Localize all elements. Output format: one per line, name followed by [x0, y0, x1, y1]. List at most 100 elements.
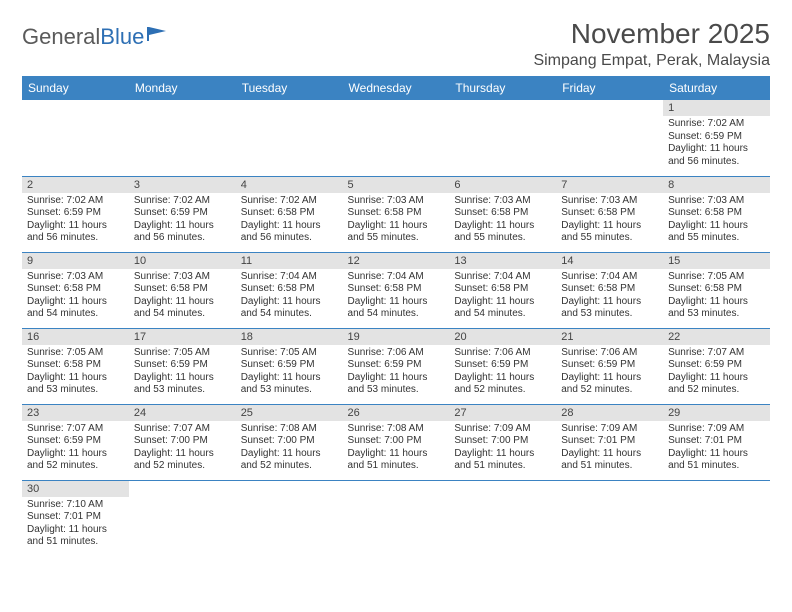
daylight-line: Daylight: 11 hours and 52 minutes. — [668, 372, 765, 397]
sunrise-line: Sunrise: 7:10 AM — [27, 499, 124, 512]
daylight-line: Daylight: 11 hours and 51 minutes. — [454, 448, 551, 473]
calendar-empty — [22, 100, 129, 176]
sunrise-line: Sunrise: 7:05 AM — [241, 347, 338, 360]
day-details: Sunrise: 7:07 AMSunset: 6:59 PMDaylight:… — [663, 345, 770, 401]
sunset-line: Sunset: 7:01 PM — [561, 435, 658, 448]
calendar-empty — [663, 480, 770, 556]
daylight-line: Daylight: 11 hours and 52 minutes. — [27, 448, 124, 473]
sunset-line: Sunset: 6:58 PM — [561, 283, 658, 296]
calendar-day: 12Sunrise: 7:04 AMSunset: 6:58 PMDayligh… — [343, 252, 450, 328]
sunset-line: Sunset: 7:01 PM — [27, 511, 124, 524]
sunset-line: Sunset: 6:58 PM — [348, 207, 445, 220]
sunrise-line: Sunrise: 7:08 AM — [348, 423, 445, 436]
daylight-line: Daylight: 11 hours and 52 minutes. — [134, 448, 231, 473]
calendar-day: 22Sunrise: 7:07 AMSunset: 6:59 PMDayligh… — [663, 328, 770, 404]
day-details: Sunrise: 7:05 AMSunset: 6:59 PMDaylight:… — [129, 345, 236, 401]
calendar-day: 27Sunrise: 7:09 AMSunset: 7:00 PMDayligh… — [449, 404, 556, 480]
day-details: Sunrise: 7:05 AMSunset: 6:58 PMDaylight:… — [663, 269, 770, 325]
day-details: Sunrise: 7:04 AMSunset: 6:58 PMDaylight:… — [343, 269, 450, 325]
sunrise-line: Sunrise: 7:03 AM — [134, 271, 231, 284]
calendar-empty — [449, 100, 556, 176]
day-number: 11 — [236, 253, 343, 269]
sunset-line: Sunset: 6:59 PM — [27, 207, 124, 220]
day-number: 13 — [449, 253, 556, 269]
sunset-line: Sunset: 6:59 PM — [27, 435, 124, 448]
day-number: 7 — [556, 177, 663, 193]
day-details: Sunrise: 7:10 AMSunset: 7:01 PMDaylight:… — [22, 497, 129, 553]
sunrise-line: Sunrise: 7:04 AM — [561, 271, 658, 284]
sunset-line: Sunset: 6:59 PM — [668, 359, 765, 372]
calendar-page: GeneralBlue November 2025 Simpang Empat,… — [0, 0, 792, 556]
brand-logo: GeneralBlue — [22, 24, 170, 50]
sunrise-line: Sunrise: 7:07 AM — [668, 347, 765, 360]
day-details: Sunrise: 7:09 AMSunset: 7:00 PMDaylight:… — [449, 421, 556, 477]
sunrise-line: Sunrise: 7:06 AM — [454, 347, 551, 360]
sunrise-line: Sunrise: 7:07 AM — [27, 423, 124, 436]
day-number: 16 — [22, 329, 129, 345]
sunset-line: Sunset: 7:00 PM — [134, 435, 231, 448]
daylight-line: Daylight: 11 hours and 53 minutes. — [134, 372, 231, 397]
title-block: November 2025 Simpang Empat, Perak, Mala… — [533, 18, 770, 70]
calendar-day: 14Sunrise: 7:04 AMSunset: 6:58 PMDayligh… — [556, 252, 663, 328]
calendar-day: 4Sunrise: 7:02 AMSunset: 6:58 PMDaylight… — [236, 176, 343, 252]
calendar-week: 23Sunrise: 7:07 AMSunset: 6:59 PMDayligh… — [22, 404, 770, 480]
day-details: Sunrise: 7:03 AMSunset: 6:58 PMDaylight:… — [556, 193, 663, 249]
day-number: 4 — [236, 177, 343, 193]
day-number: 8 — [663, 177, 770, 193]
daylight-line: Daylight: 11 hours and 54 minutes. — [348, 296, 445, 321]
weekday-header: Thursday — [449, 76, 556, 100]
calendar-day: 3Sunrise: 7:02 AMSunset: 6:59 PMDaylight… — [129, 176, 236, 252]
brand-part1: General — [22, 24, 100, 50]
sunrise-line: Sunrise: 7:04 AM — [241, 271, 338, 284]
daylight-line: Daylight: 11 hours and 56 minutes. — [668, 143, 765, 168]
header: GeneralBlue November 2025 Simpang Empat,… — [22, 18, 770, 70]
sunset-line: Sunset: 6:58 PM — [241, 207, 338, 220]
sunrise-line: Sunrise: 7:09 AM — [454, 423, 551, 436]
daylight-line: Daylight: 11 hours and 54 minutes. — [454, 296, 551, 321]
day-details: Sunrise: 7:06 AMSunset: 6:59 PMDaylight:… — [343, 345, 450, 401]
day-number: 29 — [663, 405, 770, 421]
day-number: 2 — [22, 177, 129, 193]
calendar-day: 16Sunrise: 7:05 AMSunset: 6:58 PMDayligh… — [22, 328, 129, 404]
calendar-day: 17Sunrise: 7:05 AMSunset: 6:59 PMDayligh… — [129, 328, 236, 404]
sunset-line: Sunset: 6:58 PM — [454, 207, 551, 220]
calendar-day: 8Sunrise: 7:03 AMSunset: 6:58 PMDaylight… — [663, 176, 770, 252]
day-details: Sunrise: 7:02 AMSunset: 6:59 PMDaylight:… — [22, 193, 129, 249]
location-label: Simpang Empat, Perak, Malaysia — [533, 52, 770, 70]
day-details: Sunrise: 7:03 AMSunset: 6:58 PMDaylight:… — [449, 193, 556, 249]
sunrise-line: Sunrise: 7:05 AM — [668, 271, 765, 284]
calendar-day: 29Sunrise: 7:09 AMSunset: 7:01 PMDayligh… — [663, 404, 770, 480]
sunset-line: Sunset: 6:59 PM — [241, 359, 338, 372]
calendar-day: 23Sunrise: 7:07 AMSunset: 6:59 PMDayligh… — [22, 404, 129, 480]
day-number: 22 — [663, 329, 770, 345]
sunrise-line: Sunrise: 7:03 AM — [27, 271, 124, 284]
daylight-line: Daylight: 11 hours and 55 minutes. — [454, 220, 551, 245]
sunrise-line: Sunrise: 7:09 AM — [668, 423, 765, 436]
sunset-line: Sunset: 7:00 PM — [241, 435, 338, 448]
day-number: 15 — [663, 253, 770, 269]
sunrise-line: Sunrise: 7:03 AM — [348, 195, 445, 208]
daylight-line: Daylight: 11 hours and 53 minutes. — [241, 372, 338, 397]
day-number: 19 — [343, 329, 450, 345]
day-number: 20 — [449, 329, 556, 345]
calendar-empty — [343, 100, 450, 176]
sunset-line: Sunset: 6:58 PM — [668, 207, 765, 220]
day-details: Sunrise: 7:08 AMSunset: 7:00 PMDaylight:… — [236, 421, 343, 477]
day-number: 5 — [343, 177, 450, 193]
sunrise-line: Sunrise: 7:09 AM — [561, 423, 658, 436]
calendar-day: 5Sunrise: 7:03 AMSunset: 6:58 PMDaylight… — [343, 176, 450, 252]
sunset-line: Sunset: 6:59 PM — [134, 207, 231, 220]
calendar-empty — [129, 480, 236, 556]
sunrise-line: Sunrise: 7:05 AM — [27, 347, 124, 360]
day-number: 26 — [343, 405, 450, 421]
sunset-line: Sunset: 7:00 PM — [454, 435, 551, 448]
daylight-line: Daylight: 11 hours and 53 minutes. — [668, 296, 765, 321]
daylight-line: Daylight: 11 hours and 55 minutes. — [561, 220, 658, 245]
calendar-week: 2Sunrise: 7:02 AMSunset: 6:59 PMDaylight… — [22, 176, 770, 252]
calendar-day: 18Sunrise: 7:05 AMSunset: 6:59 PMDayligh… — [236, 328, 343, 404]
day-number: 25 — [236, 405, 343, 421]
day-details: Sunrise: 7:04 AMSunset: 6:58 PMDaylight:… — [556, 269, 663, 325]
daylight-line: Daylight: 11 hours and 55 minutes. — [668, 220, 765, 245]
sunrise-line: Sunrise: 7:02 AM — [27, 195, 124, 208]
calendar-day: 6Sunrise: 7:03 AMSunset: 6:58 PMDaylight… — [449, 176, 556, 252]
